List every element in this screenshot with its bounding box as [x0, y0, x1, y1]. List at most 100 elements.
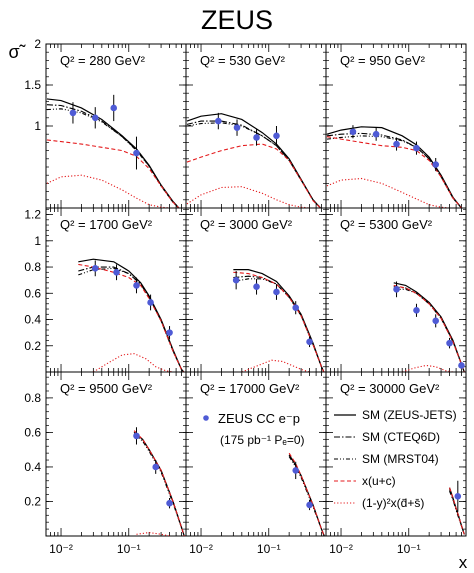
- legend-label: SM (CTEQ6D): [362, 430, 440, 444]
- curve-u-plus-c: [186, 143, 321, 208]
- panel-3: Q² = 950 GeV²: [325, 43, 467, 209]
- panel-curves: [133, 427, 185, 536]
- data-point: [91, 114, 99, 122]
- panel-frame: [325, 371, 467, 537]
- curve-u-plus-c: [133, 430, 185, 536]
- y-tick-label: 1: [34, 119, 41, 133]
- x-axis-label: x: [459, 553, 468, 572]
- data-point: [232, 276, 240, 284]
- panel-9: 10⁻² 10⁻¹ Q² = 30000 GeV²: [325, 371, 467, 556]
- panel-7: 0.2 0.4 0.6 0.8 10⁻² 10⁻¹ Q² = 9500 GeV²: [24, 371, 187, 556]
- data-point: [393, 140, 400, 148]
- curve-zeus-jets: [393, 282, 465, 372]
- legend-label: SM (ZEUS-JETS): [362, 408, 457, 422]
- data-point: [306, 338, 313, 346]
- data-point: [147, 299, 154, 306]
- y-tick-label: 1.5: [24, 78, 41, 92]
- panel-2: Q² = 530 GeV²: [185, 43, 327, 209]
- legend-data-label: ZEUS CC e⁻p: [218, 411, 300, 426]
- curve-zeus-jets: [233, 269, 325, 372]
- data-point: [91, 265, 99, 272]
- y-tick-label: 0.4: [24, 460, 41, 474]
- curve-u-plus-c: [326, 136, 462, 208]
- panel-frame: [45, 371, 187, 537]
- data-point: [273, 288, 280, 296]
- y-tick-label: 2: [34, 37, 41, 51]
- curve-zeus-jets: [186, 113, 321, 208]
- data-point: [215, 117, 222, 125]
- data-point: [110, 104, 118, 112]
- legend-label: x(u+c): [362, 474, 396, 488]
- data-point: [253, 283, 260, 291]
- data-point: [454, 492, 462, 500]
- panel-1: 1 1.5 2 Q² = 280 GeV²: [24, 37, 187, 209]
- data-point: [152, 463, 160, 471]
- data-point: [432, 161, 440, 168]
- curve-dbar-plus-sbar: [46, 174, 170, 208]
- data-point: [233, 124, 241, 131]
- curve-mrst04: [288, 456, 325, 536]
- panel-frame: [185, 371, 327, 537]
- y-axis-label: σ̃: [8, 42, 26, 62]
- panel-label: Q² = 530 GeV²: [200, 53, 286, 68]
- y-tick-label: 1: [34, 234, 41, 248]
- curve-dbar-plus-sbar: [93, 353, 174, 372]
- panel-label: Q² = 30000 GeV²: [340, 381, 440, 396]
- panel-curves: [46, 94, 180, 208]
- data-point: [166, 329, 173, 336]
- panel-curves: [78, 258, 185, 372]
- curve-cteq6d: [133, 431, 185, 536]
- data-point: [306, 501, 313, 509]
- y-tick-label: 0.6: [24, 425, 41, 439]
- data-point: [413, 307, 420, 314]
- curve-u-plus-c: [78, 263, 185, 372]
- curve-dbar-plus-sbar: [326, 177, 450, 208]
- curve-u-plus-c: [449, 487, 465, 535]
- panel-curves: [186, 112, 321, 208]
- figure-title: ZEUS: [201, 5, 273, 35]
- data-point: [458, 362, 465, 369]
- curve-mrst04: [393, 288, 465, 372]
- data-point: [166, 499, 173, 507]
- curve-cteq6d: [78, 266, 185, 372]
- y-tick-label: 0.6: [24, 286, 41, 300]
- panel-label: Q² = 3000 GeV²: [200, 217, 293, 232]
- panel-curves: [326, 125, 462, 208]
- data-point: [393, 286, 400, 293]
- panel-curves: [232, 269, 325, 372]
- curve-dbar-plus-sbar: [136, 531, 170, 536]
- y-tick-label: 0.8: [24, 260, 41, 274]
- panel-curves: [393, 281, 465, 372]
- panel-grid: 1 1.5 2 Q² = 280 GeV² Q² = 530 GeV² Q² = 950 …: [24, 37, 467, 556]
- legend-label: SM (MRST04): [362, 452, 439, 466]
- panel-label: Q² = 950 GeV²: [340, 53, 426, 68]
- curve-cteq6d: [186, 120, 321, 208]
- data-point: [413, 144, 420, 152]
- panel-8: 10⁻² 10⁻¹ Q² = 17000 GeV²: [185, 371, 327, 556]
- data-point: [446, 339, 453, 347]
- curve-dbar-plus-sbar: [402, 364, 454, 372]
- panel-label: Q² = 1700 GeV²: [60, 217, 153, 232]
- legend-label: (1-y)²x(d̄+s̄): [362, 496, 424, 510]
- curve-u-plus-c: [288, 452, 325, 536]
- x-tick-label: 10⁻²: [49, 542, 73, 556]
- curve-u-plus-c: [233, 271, 325, 372]
- data-point: [133, 149, 140, 157]
- x-tick-label: 10⁻¹: [397, 542, 421, 556]
- data-point: [292, 467, 300, 474]
- x-tick-label: 10⁻¹: [257, 542, 281, 556]
- panel-label: Q² = 17000 GeV²: [200, 381, 300, 396]
- curve-cteq6d: [46, 104, 180, 208]
- data-point: [292, 304, 300, 312]
- data-point: [273, 132, 280, 140]
- y-tick-label: 0.8: [24, 391, 41, 405]
- data-point: [432, 317, 440, 325]
- curve-zeus-jets: [78, 258, 185, 372]
- panel-4: 0.2 0.4 0.6 0.8 1 1.2 Q² = 1700 GeV²: [24, 207, 187, 373]
- curve-zeus-jets: [326, 126, 462, 208]
- curve-mrst04: [326, 135, 462, 208]
- curve-cteq6d: [393, 286, 465, 372]
- y-tick-label: 0.2: [24, 339, 41, 353]
- panel-label: Q² = 280 GeV²: [60, 53, 146, 68]
